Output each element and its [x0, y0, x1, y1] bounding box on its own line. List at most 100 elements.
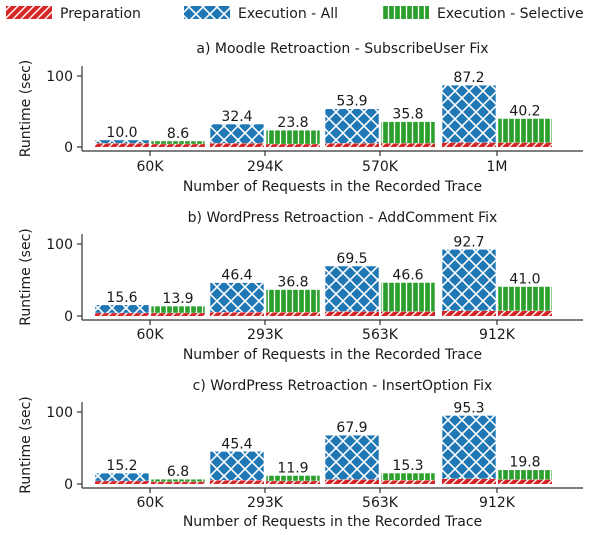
legend-item: Execution - All: [184, 6, 338, 22]
x-tick-label: 1M: [487, 159, 508, 175]
panel-title: a) Moodle Retroaction - SubscribeUser Fi…: [196, 41, 488, 57]
legend: Preparation Execution - All Execution - Se…: [6, 6, 584, 22]
bar-group: [380, 121, 436, 147]
legend-swatch: [383, 6, 429, 19]
legend-label: Preparation: [60, 6, 141, 22]
bar-value-label: 15.6: [106, 290, 137, 306]
bar-preparation: [95, 313, 149, 316]
legend-item: Execution - Selective: [383, 6, 584, 22]
bar-preparation: [151, 144, 205, 147]
chart-panel: b) WordPress Retroaction - AddComment Fi…: [18, 210, 583, 363]
bar-preparation: [498, 310, 552, 316]
bar-value-label: 46.6: [392, 267, 423, 283]
x-tick-label: 563K: [362, 327, 399, 343]
bar-group: [94, 139, 150, 147]
bar-value-label: 6.8: [167, 464, 189, 480]
bar-preparation: [266, 144, 320, 147]
legend-label: Execution - All: [238, 6, 338, 22]
bar-execution-selective: [380, 121, 436, 144]
bar-preparation: [210, 480, 264, 484]
bar-value-label: 41.0: [509, 271, 540, 287]
bar-preparation: [210, 312, 264, 316]
bar-group: [265, 129, 321, 147]
bar-execution-all: [94, 472, 150, 482]
bar-execution-all: [209, 282, 265, 313]
bar-preparation: [325, 311, 379, 316]
bar-group: [94, 472, 150, 484]
bar-preparation: [95, 481, 149, 484]
bar-group: [380, 282, 436, 316]
bar-execution-selective: [497, 286, 553, 312]
bar-group: [497, 118, 553, 147]
y-tick-label: 100: [46, 69, 73, 85]
bar-execution-all: [441, 84, 497, 144]
x-tick-label: 563K: [362, 495, 399, 511]
bar-value-label: 45.4: [221, 436, 252, 452]
bar-execution-selective: [265, 289, 321, 313]
y-tick-label: 100: [46, 405, 73, 421]
chart-panels: a) Moodle Retroaction - SubscribeUser Fi…: [18, 41, 583, 530]
bar-execution-selective: [497, 118, 553, 144]
y-tick-label: 0: [64, 477, 73, 493]
bar-value-label: 53.9: [336, 94, 367, 110]
bar-value-label: 23.8: [277, 115, 308, 131]
y-axis-label: Runtime (sec): [18, 396, 34, 493]
bar-group: [441, 84, 497, 147]
bar-group: [94, 304, 150, 316]
bar-execution-all: [441, 415, 497, 480]
bar-preparation: [325, 143, 379, 147]
bar-group: [441, 415, 497, 484]
bar-value-label: 32.4: [221, 109, 252, 125]
bar-preparation: [210, 143, 264, 147]
bar-preparation: [442, 310, 496, 316]
x-axis-label: Number of Requests in the Recorded Trace: [183, 514, 482, 530]
bar-value-label: 13.9: [162, 291, 193, 307]
bar-group: [150, 478, 206, 484]
chart-panel: a) Moodle Retroaction - SubscribeUser Fi…: [18, 41, 583, 195]
bar-group: [209, 282, 265, 316]
bar-value-label: 46.4: [221, 268, 252, 284]
bar-group: [209, 451, 265, 484]
y-tick-label: 0: [64, 309, 73, 325]
bar-execution-selective: [380, 282, 436, 312]
bar-preparation: [498, 142, 552, 147]
bar-group: [209, 123, 265, 147]
bar-value-label: 11.9: [277, 460, 308, 476]
bar-value-label: 87.2: [453, 70, 484, 86]
legend-label: Execution - Selective: [437, 6, 584, 22]
x-tick-label: 570K: [362, 159, 399, 175]
bar-value-label: 15.2: [106, 458, 137, 474]
bar-group: [265, 475, 321, 484]
x-tick-label: 60K: [137, 327, 165, 343]
bar-value-label: 19.8: [509, 455, 540, 471]
bar-preparation: [381, 311, 435, 316]
legend-item: Preparation: [6, 6, 141, 22]
bar-execution-all: [324, 434, 380, 480]
x-tick-label: 60K: [137, 159, 165, 175]
bar-preparation: [266, 312, 320, 316]
bar-group: [441, 248, 497, 316]
bar-group: [324, 434, 380, 484]
bar-execution-all: [324, 265, 380, 312]
bar-value-label: 15.3: [392, 458, 423, 474]
x-tick-label: 912K: [479, 327, 516, 343]
bar-preparation: [266, 481, 320, 484]
legend-swatch: [184, 6, 230, 19]
bar-preparation: [498, 479, 552, 484]
x-tick-label: 294K: [247, 159, 284, 175]
y-tick-label: 0: [64, 140, 73, 156]
bar-group: [150, 305, 206, 316]
bar-group: [380, 472, 436, 484]
x-tick-label: 912K: [479, 495, 516, 511]
bar-value-label: 8.6: [167, 126, 189, 142]
bar-execution-all: [94, 304, 150, 314]
x-axis-label: Number of Requests in the Recorded Trace: [183, 179, 482, 195]
bar-group: [265, 289, 321, 316]
x-tick-label: 60K: [137, 495, 165, 511]
bar-preparation: [442, 142, 496, 147]
x-tick-label: 293K: [247, 495, 284, 511]
bar-preparation: [95, 143, 149, 147]
bar-value-label: 36.8: [277, 275, 308, 291]
